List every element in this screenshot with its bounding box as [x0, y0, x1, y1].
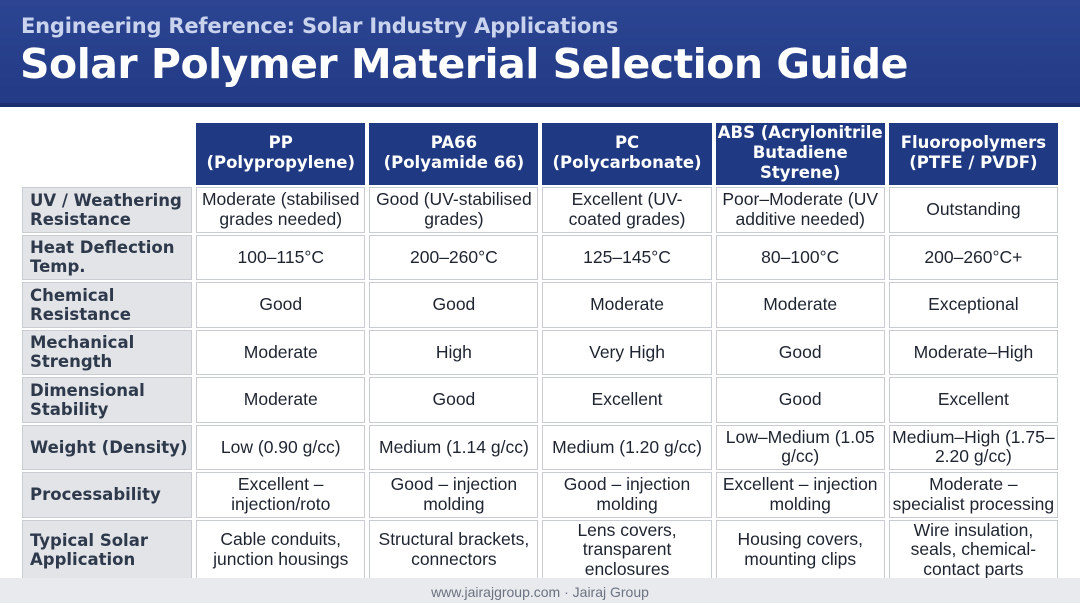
table-cell: Moderate – specialist processing [888, 472, 1058, 518]
column-header-line: (Polyamide 66) [383, 153, 525, 172]
table-cell: High [369, 329, 539, 375]
table-cell: Medium (1.20 g/cc) [542, 424, 712, 470]
table-row-typical-application: Typical Solar Application Cable conduits… [22, 519, 1058, 580]
page-title: Solar Polymer Material Selection Guide [20, 40, 908, 88]
header-banner: Engineering Reference: Solar Industry Ap… [0, 0, 1080, 107]
column-header-line: Butadiene Styrene) [752, 143, 848, 182]
column-header-line: PP [268, 133, 293, 152]
column-header-line: (Polycarbonate) [552, 153, 702, 172]
table-cell: 100–115°C [196, 234, 366, 280]
table-cell: 200–260°C+ [888, 234, 1058, 280]
column-header-pc: PC (Polycarbonate) [542, 123, 712, 185]
table-cell: Excellent [542, 377, 712, 423]
table-cell: Good [369, 282, 539, 328]
table-header-row: PP (Polypropylene) PA66 (Polyamide 66) P… [22, 123, 1058, 185]
table-cell: Excellent – injection molding [715, 472, 885, 518]
table-cell: Housing covers, mounting clips [715, 519, 885, 580]
table-cell: Medium (1.14 g/cc) [369, 424, 539, 470]
table-cell: Good [715, 377, 885, 423]
row-header: Chemical Resistance [22, 282, 193, 328]
table-cell: Moderate [542, 282, 712, 328]
table-row-mechanical-strength: Mechanical Strength Moderate High Very H… [22, 329, 1058, 375]
table-row-processability: Processability Excellent – injection/rot… [22, 472, 1058, 518]
table-row-uv-weathering: UV / Weathering Resistance Moderate (sta… [22, 187, 1058, 233]
table-cell: Structural brackets, connectors [369, 519, 539, 580]
table-cell: Lens covers, transparent enclosures [542, 519, 712, 580]
row-header: Mechanical Strength [22, 329, 193, 375]
table-cell: Exceptional [888, 282, 1058, 328]
material-comparison-table: PP (Polypropylene) PA66 (Polyamide 66) P… [18, 121, 1062, 582]
column-header-line: (Polypropylene) [206, 153, 356, 172]
table-cell: Moderate [715, 282, 885, 328]
row-header: Weight (Density) [22, 424, 193, 470]
column-header-line: Fluoropolymers [900, 133, 1047, 152]
row-header: Typical Solar Application [22, 519, 193, 580]
table-row-dimensional-stability: Dimensional Stability Moderate Good Exce… [22, 377, 1058, 423]
table-corner [22, 123, 192, 185]
column-header-fluoropolymers: Fluoropolymers (PTFE / PVDF) [888, 123, 1058, 185]
table-row-weight-density: Weight (Density) Low (0.90 g/cc) Medium … [22, 424, 1058, 470]
table-cell: Good [369, 377, 539, 423]
table-cell: Good [715, 329, 885, 375]
table-cell: Low–Medium (1.05 g/cc) [715, 424, 885, 470]
table-cell: Very High [542, 329, 712, 375]
table-cell: Good [196, 282, 366, 328]
row-header: Processability [22, 472, 193, 518]
table-cell: 200–260°C [369, 234, 539, 280]
table-cell: Medium–High (1.75–2.20 g/cc) [888, 424, 1058, 470]
row-header: Dimensional Stability [22, 377, 193, 423]
table-cell: Moderate [196, 377, 366, 423]
footer-bar [0, 578, 1080, 603]
column-header-line: PA66 [430, 133, 478, 152]
footer-credit: www.jairajgroup.com · Jairaj Group [431, 584, 649, 600]
table-cell: Moderate [196, 329, 366, 375]
column-header-pp: PP (Polypropylene) [196, 123, 366, 185]
table-cell: Good (UV-stabilised grades) [369, 187, 539, 233]
table-cell: Moderate–High [888, 329, 1058, 375]
table-cell: 80–100°C [715, 234, 885, 280]
column-header-abs: ABS (Acrylonitrile Butadiene Styrene) [715, 123, 885, 185]
table-cell: Moderate (stabilised grades needed) [196, 187, 366, 233]
table-row-heat-deflection: Heat Deflection Temp. 100–115°C 200–260°… [22, 234, 1058, 280]
table-cell: Outstanding [888, 187, 1058, 233]
column-header-line: (PTFE / PVDF) [909, 153, 1038, 172]
table-cell: Excellent – injection/roto [196, 472, 366, 518]
column-header-line: ABS (Acrylonitrile [717, 123, 883, 142]
page-subtitle: Engineering Reference: Solar Industry Ap… [21, 14, 619, 38]
column-header-line: PC [614, 133, 640, 152]
table-cell: Good – injection molding [542, 472, 712, 518]
row-header: UV / Weathering Resistance [22, 187, 193, 233]
column-header-pa66: PA66 (Polyamide 66) [369, 123, 539, 185]
table-cell: Low (0.90 g/cc) [196, 424, 366, 470]
table-cell: 125–145°C [542, 234, 712, 280]
table-cell: Excellent (UV-coated grades) [542, 187, 712, 233]
table-cell: Wire insulation, seals, chemical-contact… [888, 519, 1058, 580]
row-header: Heat Deflection Temp. [22, 234, 193, 280]
table-row-chemical-resistance: Chemical Resistance Good Good Moderate M… [22, 282, 1058, 328]
table-cell: Good – injection molding [369, 472, 539, 518]
table-cell: Poor–Moderate (UV additive needed) [715, 187, 885, 233]
table-cell: Cable conduits, junction housings [196, 519, 366, 580]
table-cell: Excellent [888, 377, 1058, 423]
